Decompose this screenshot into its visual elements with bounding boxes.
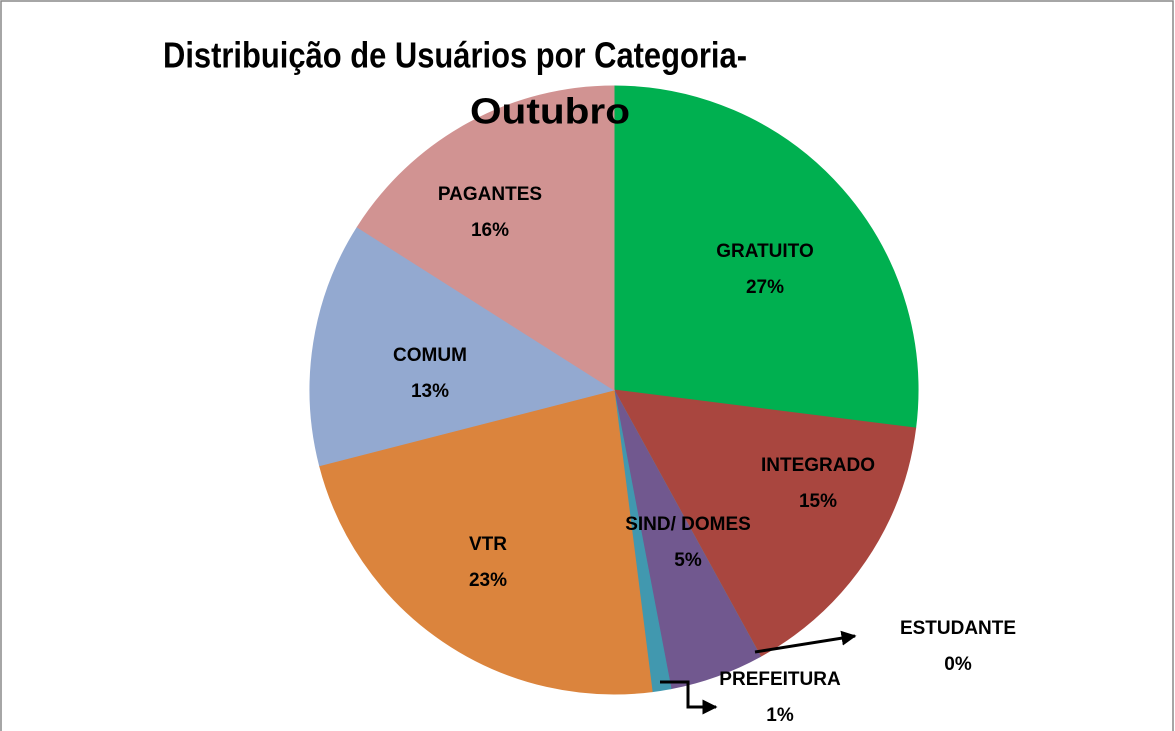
chart-title: Outubro [470, 91, 630, 132]
slice-value-label: 27% [746, 277, 784, 298]
pie-slice [309, 226, 616, 467]
slice-label: PREFEITURA [719, 669, 841, 690]
pie-slice [318, 389, 653, 695]
slice-value-label: 5% [674, 550, 702, 571]
slice-value-label: 15% [799, 491, 837, 512]
leader-arrow [754, 630, 857, 654]
slice-label: GRATUITO [716, 241, 813, 262]
pie-slice [356, 85, 615, 391]
slice-value-label: 16% [471, 220, 509, 241]
slice-value-label: 1% [766, 705, 794, 726]
leader-arrow [660, 680, 718, 715]
slice-label: VTR [469, 534, 507, 555]
slice-value-label: 23% [469, 570, 507, 591]
pie-slice [613, 389, 917, 658]
slice-label: SIND/ DOMES [625, 514, 751, 535]
slice-value-label: 13% [411, 381, 449, 402]
slice-label: COMUM [393, 345, 467, 366]
slice-value-label: 0% [944, 654, 972, 675]
pie [309, 85, 919, 695]
slice-label: INTEGRADO [761, 455, 875, 476]
slice-label: ESTUDANTE [900, 618, 1016, 639]
chart-title: Distribuição de Usuários por Categoria- [163, 35, 747, 76]
slice-label: PAGANTES [438, 184, 542, 205]
pie-slice [613, 85, 919, 429]
